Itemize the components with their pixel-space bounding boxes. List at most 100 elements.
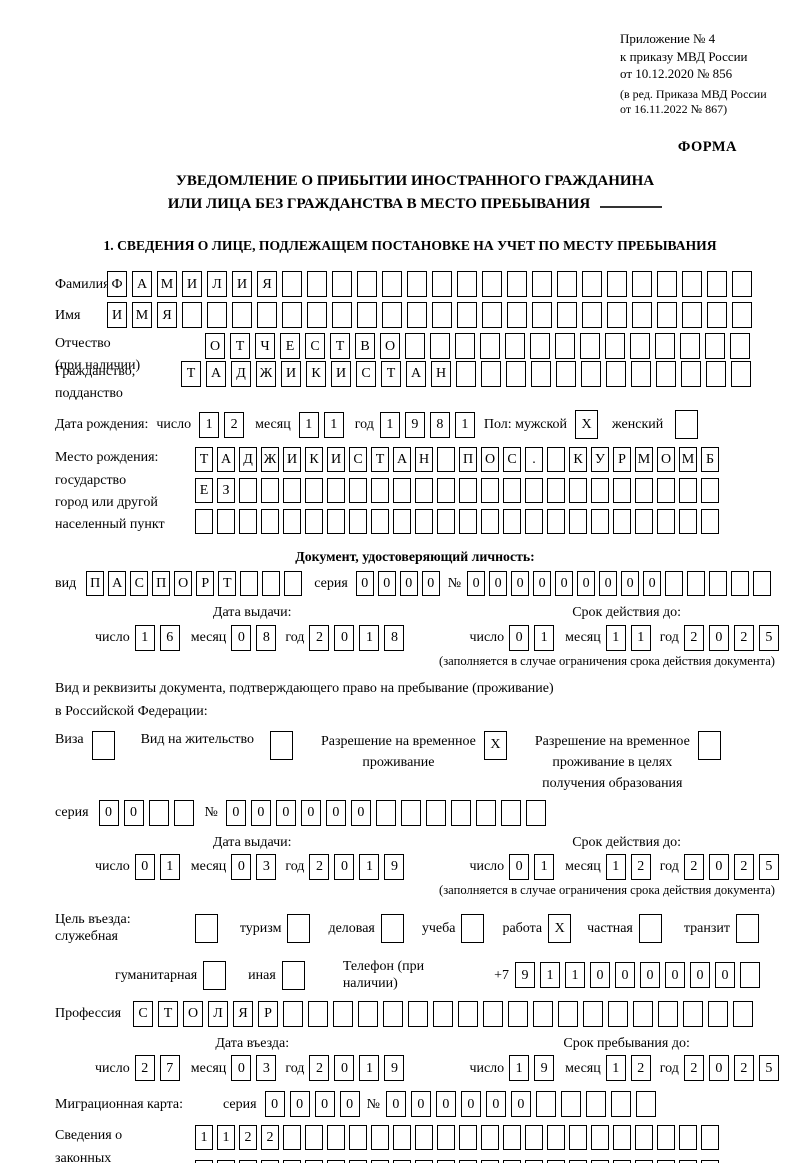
char-cell	[217, 1160, 235, 1163]
migration-card-label: Миграционная карта:	[55, 1096, 184, 1112]
char-cell: 0	[231, 624, 252, 651]
char-cell: Т	[230, 333, 250, 360]
validity-note: (заполняется в случае ограничения срока …	[439, 883, 775, 898]
birthplace-label-3: город или другой	[55, 494, 158, 510]
char-cell: 1	[379, 411, 400, 438]
char-cell: 0	[615, 962, 635, 989]
char-cell	[305, 1160, 323, 1163]
char-cell: Д	[239, 447, 257, 473]
surname-label: Фамилия	[55, 276, 110, 292]
char-cell	[195, 1160, 213, 1163]
year-label: год	[659, 1060, 679, 1076]
char-cell	[582, 302, 602, 329]
char-cell	[195, 509, 213, 535]
birthplace-block: Место рождения: государство город или др…	[55, 447, 775, 540]
char-cell: М	[635, 447, 653, 473]
char-cell	[459, 509, 477, 535]
char-cell	[282, 302, 302, 329]
char-cell	[555, 333, 575, 360]
char-cell	[635, 1160, 653, 1163]
char-cell	[415, 1160, 433, 1163]
char-cell	[701, 1125, 719, 1151]
char-cell: 0	[314, 1091, 335, 1118]
char-cell	[525, 799, 546, 826]
char-cell: Т	[195, 447, 213, 473]
char-cell: 0	[300, 799, 321, 826]
char-cell	[305, 1125, 323, 1151]
profession-label: Профессия	[55, 1006, 122, 1022]
char-cell	[525, 478, 543, 504]
char-cell	[557, 302, 577, 329]
char-cell	[437, 1125, 455, 1151]
char-cell: О	[481, 447, 499, 473]
identity-doc-heading: Документ, удостоверяющий личность:	[295, 549, 535, 565]
char-cell	[707, 302, 727, 329]
option-visa-label: Виза	[55, 731, 84, 747]
legal-reps-label-2: законных	[55, 1150, 112, 1163]
day-label: число	[469, 859, 505, 875]
char-cell	[547, 509, 565, 535]
char-cell: 8	[256, 624, 277, 651]
char-cell: X	[575, 410, 599, 440]
char-cell	[608, 1000, 628, 1027]
option-temp-edu-line3: получения образования	[542, 775, 683, 791]
char-cell	[591, 478, 609, 504]
char-cell	[481, 478, 499, 504]
char-cell	[706, 360, 726, 387]
char-cell	[475, 799, 496, 826]
char-cell: 0	[715, 962, 735, 989]
char-cell	[736, 913, 759, 943]
char-cell: 1	[359, 854, 380, 881]
char-cell: 9	[515, 962, 535, 989]
char-cell: 1	[534, 854, 555, 881]
char-cell	[531, 360, 551, 387]
char-cell: С	[503, 447, 521, 473]
char-cell	[380, 913, 404, 943]
char-cell: 2	[309, 624, 330, 651]
option-temp-residence: Разрешение на временное проживание X	[321, 730, 513, 773]
char-cell	[393, 1125, 411, 1151]
title-underline	[600, 194, 663, 209]
char-cell: 0	[577, 571, 596, 597]
char-cell	[232, 302, 252, 329]
char-cell	[583, 1000, 603, 1027]
char-cell: Ч	[255, 333, 275, 360]
char-cell: 2	[683, 1055, 704, 1082]
char-cell	[437, 478, 455, 504]
char-cell	[357, 271, 377, 298]
issue-date-title: Дата выдачи:	[212, 605, 292, 621]
char-cell	[558, 1000, 578, 1027]
char-cell: 1	[454, 411, 475, 438]
char-cell	[432, 271, 452, 298]
char-cell	[547, 447, 565, 473]
char-cell: 0	[231, 1055, 252, 1082]
char-cell	[283, 478, 301, 504]
char-cell	[371, 478, 389, 504]
char-cell: 2	[630, 1055, 651, 1082]
char-cell	[437, 509, 455, 535]
char-cell: 0	[509, 854, 530, 881]
purpose-work-checkbox: X	[548, 913, 577, 943]
char-cell: 0	[98, 799, 119, 826]
char-cell	[217, 509, 235, 535]
char-cell: П	[152, 571, 171, 597]
char-cell	[613, 478, 631, 504]
char-cell	[655, 333, 675, 360]
char-cell	[607, 302, 627, 329]
year-label: год	[659, 859, 679, 875]
char-cell: Р	[613, 447, 631, 473]
patronymic-label-line2: (при наличии)	[55, 358, 141, 374]
char-cell	[701, 1160, 719, 1163]
